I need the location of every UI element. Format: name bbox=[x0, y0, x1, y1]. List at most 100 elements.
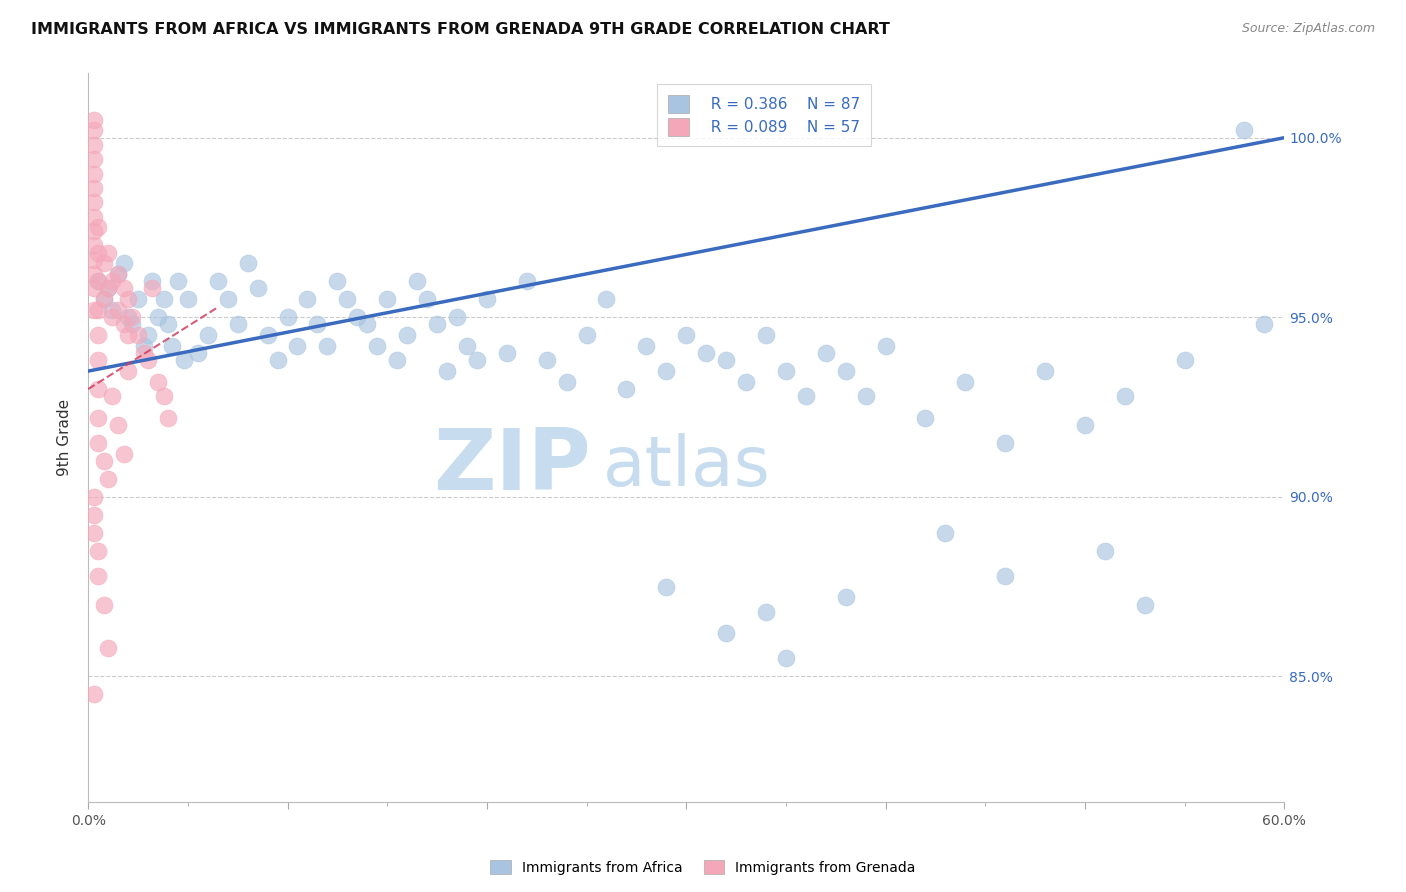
Point bbox=[835, 364, 858, 378]
Point bbox=[396, 328, 419, 343]
Point bbox=[83, 167, 105, 181]
Point bbox=[735, 375, 758, 389]
Point bbox=[87, 303, 110, 318]
Point bbox=[87, 353, 110, 368]
Point bbox=[83, 112, 105, 127]
Point bbox=[835, 591, 858, 605]
Point bbox=[346, 310, 368, 325]
Point bbox=[107, 417, 129, 432]
Point bbox=[226, 318, 249, 332]
Point bbox=[83, 152, 105, 166]
Point bbox=[197, 328, 219, 343]
Point bbox=[112, 318, 135, 332]
Point bbox=[336, 293, 359, 307]
Legend: Immigrants from Africa, Immigrants from Grenada: Immigrants from Africa, Immigrants from … bbox=[485, 855, 921, 880]
Point bbox=[714, 353, 737, 368]
Point bbox=[814, 346, 837, 360]
Point bbox=[436, 364, 458, 378]
Point bbox=[875, 339, 897, 353]
Point bbox=[112, 256, 135, 270]
Point bbox=[595, 293, 617, 307]
Point bbox=[117, 364, 139, 378]
Point bbox=[93, 598, 115, 612]
Point bbox=[675, 328, 697, 343]
Text: IMMIGRANTS FROM AFRICA VS IMMIGRANTS FROM GRENADA 9TH GRADE CORRELATION CHART: IMMIGRANTS FROM AFRICA VS IMMIGRANTS FRO… bbox=[31, 22, 890, 37]
Point bbox=[87, 274, 110, 288]
Point bbox=[1133, 598, 1156, 612]
Point bbox=[97, 281, 120, 295]
Point bbox=[276, 310, 298, 325]
Point bbox=[87, 382, 110, 396]
Point bbox=[555, 375, 578, 389]
Point bbox=[177, 293, 200, 307]
Point bbox=[236, 256, 259, 270]
Point bbox=[714, 626, 737, 640]
Point bbox=[112, 281, 135, 295]
Point bbox=[83, 281, 105, 295]
Point bbox=[107, 267, 129, 281]
Point bbox=[655, 580, 678, 594]
Point bbox=[83, 181, 105, 195]
Point bbox=[156, 318, 179, 332]
Point bbox=[187, 346, 209, 360]
Point bbox=[83, 252, 105, 267]
Point bbox=[146, 375, 169, 389]
Point bbox=[83, 224, 105, 238]
Point bbox=[153, 293, 176, 307]
Point bbox=[107, 267, 129, 281]
Point bbox=[83, 687, 105, 701]
Point bbox=[695, 346, 717, 360]
Text: Source: ZipAtlas.com: Source: ZipAtlas.com bbox=[1241, 22, 1375, 36]
Point bbox=[160, 339, 183, 353]
Point bbox=[117, 328, 139, 343]
Point bbox=[97, 472, 120, 486]
Text: ZIP: ZIP bbox=[433, 425, 591, 508]
Point bbox=[616, 382, 638, 396]
Point bbox=[97, 281, 120, 295]
Point bbox=[83, 123, 105, 137]
Point bbox=[121, 310, 143, 325]
Point bbox=[366, 339, 388, 353]
Point bbox=[1033, 364, 1056, 378]
Point bbox=[127, 293, 149, 307]
Point bbox=[117, 310, 139, 325]
Point bbox=[207, 274, 229, 288]
Point bbox=[83, 490, 105, 504]
Point bbox=[287, 339, 309, 353]
Point bbox=[406, 274, 429, 288]
Point bbox=[307, 318, 329, 332]
Point bbox=[121, 318, 143, 332]
Point bbox=[173, 353, 195, 368]
Text: atlas: atlas bbox=[603, 434, 770, 500]
Point bbox=[132, 346, 155, 360]
Point bbox=[914, 410, 936, 425]
Point bbox=[316, 339, 339, 353]
Point bbox=[994, 569, 1017, 583]
Point bbox=[83, 525, 105, 540]
Point bbox=[246, 281, 269, 295]
Point bbox=[636, 339, 658, 353]
Point bbox=[955, 375, 977, 389]
Point bbox=[775, 364, 797, 378]
Point bbox=[87, 245, 110, 260]
Point bbox=[375, 293, 398, 307]
Y-axis label: 9th Grade: 9th Grade bbox=[58, 399, 72, 476]
Point bbox=[1094, 543, 1116, 558]
Point bbox=[136, 328, 159, 343]
Point bbox=[156, 410, 179, 425]
Point bbox=[101, 310, 124, 325]
Point bbox=[1233, 123, 1256, 137]
Point bbox=[465, 353, 488, 368]
Point bbox=[994, 436, 1017, 450]
Point bbox=[297, 293, 319, 307]
Point bbox=[93, 293, 115, 307]
Point bbox=[83, 267, 105, 281]
Point bbox=[93, 256, 115, 270]
Point bbox=[426, 318, 449, 332]
Point bbox=[97, 245, 120, 260]
Point bbox=[855, 389, 877, 403]
Point bbox=[87, 410, 110, 425]
Point bbox=[83, 137, 105, 152]
Point bbox=[87, 543, 110, 558]
Point bbox=[385, 353, 408, 368]
